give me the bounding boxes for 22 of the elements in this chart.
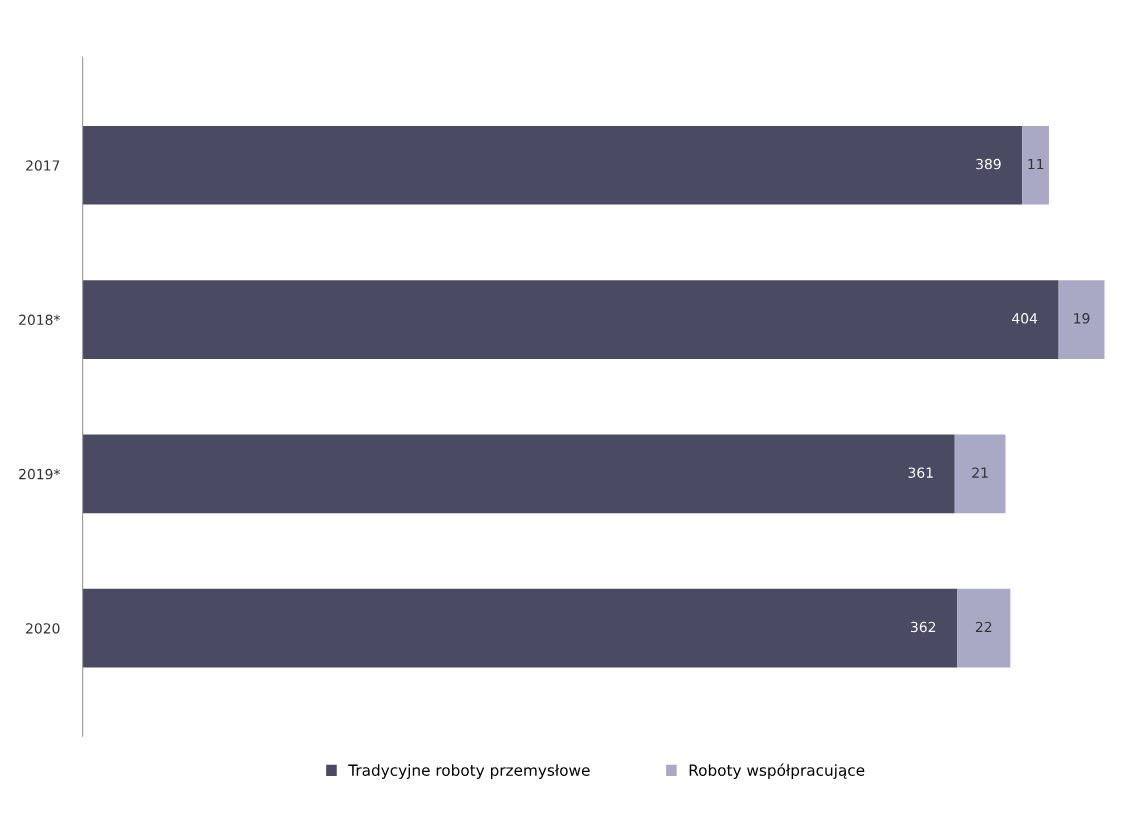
- bar: [82, 280, 1059, 359]
- bar: [1058, 280, 1105, 359]
- data-label: 19: [1074, 313, 1090, 324]
- bar: [957, 588, 1011, 668]
- y-tick-label: 2020: [26, 623, 60, 634]
- data-label: 404: [1012, 313, 1038, 324]
- bar: [82, 434, 955, 514]
- bar: [82, 588, 958, 668]
- data-label: 21: [972, 467, 988, 478]
- y-tick-label: 2019*: [19, 468, 60, 480]
- bar: [954, 434, 1006, 514]
- data-label: 389: [976, 158, 1001, 170]
- data-label: 362: [911, 621, 936, 633]
- y-tick-label: 2018*: [19, 314, 60, 326]
- data-label: 22: [975, 621, 992, 633]
- data-label: 361: [908, 467, 933, 478]
- bar: [1022, 125, 1049, 205]
- legend-label: Roboty współpracujące: [689, 763, 865, 779]
- data-label: 11: [1028, 158, 1044, 170]
- y-tick-label: 2017: [26, 160, 60, 171]
- legend-label: Tradycyjne roboty przemysłowe: [348, 764, 590, 779]
- bar: [82, 125, 1023, 205]
